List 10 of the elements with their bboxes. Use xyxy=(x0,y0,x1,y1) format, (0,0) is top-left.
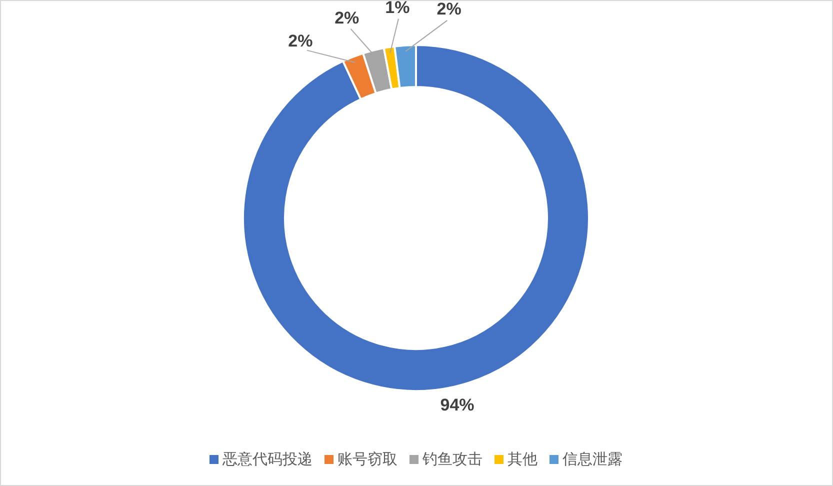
legend-label: 信息泄露 xyxy=(562,451,622,468)
legend-label: 钓鱼攻击 xyxy=(422,451,482,468)
data-label: 2% xyxy=(334,8,360,28)
legend-label: 账号窃取 xyxy=(338,451,398,468)
legend-label: 恶意代码投递 xyxy=(222,451,312,468)
data-label: 1% xyxy=(385,0,410,17)
data-label: 94% xyxy=(440,395,474,414)
data-label: 2% xyxy=(436,0,462,19)
data-label: 2% xyxy=(288,31,313,50)
legend-label: 其他 xyxy=(508,451,538,468)
